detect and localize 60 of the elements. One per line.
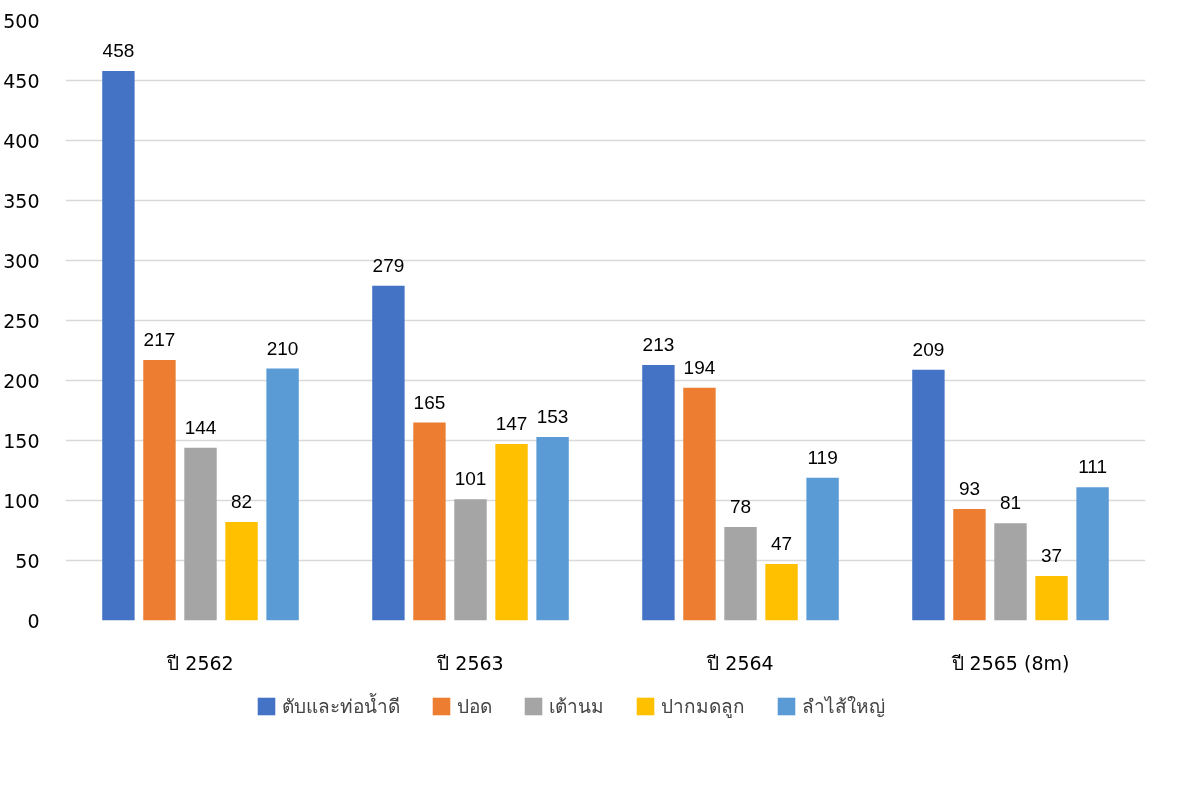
y-tick-label: 250 — [3, 309, 40, 332]
data-label: 147 — [495, 413, 528, 435]
x-tick-label: ปี 2562 — [166, 651, 234, 674]
bar — [1076, 487, 1109, 621]
legend-label: ตับและท่อน้ำดี — [282, 692, 400, 719]
bar — [372, 285, 405, 621]
data-label: 37 — [1040, 545, 1063, 567]
data-label: 213 — [642, 333, 675, 355]
bar — [953, 508, 986, 621]
data-label: 209 — [912, 338, 945, 360]
y-tick-label: 450 — [3, 69, 40, 92]
data-label: 93 — [958, 477, 981, 499]
data-label: 153 — [536, 405, 569, 427]
y-tick-label: 150 — [3, 429, 40, 452]
data-label: 210 — [266, 337, 299, 359]
data-label: 47 — [770, 533, 793, 555]
data-label: 144 — [184, 416, 217, 438]
x-tick-label: ปี 2565 (8m) — [950, 651, 1070, 674]
bar — [683, 387, 716, 621]
y-tick-label: 300 — [3, 249, 40, 272]
bar — [994, 523, 1027, 621]
data-label: 82 — [230, 491, 253, 513]
bar — [454, 499, 487, 621]
y-tick-label: 400 — [3, 129, 40, 152]
y-tick-label: 0 — [27, 609, 40, 632]
bar — [143, 360, 176, 621]
y-tick-label: 200 — [3, 369, 40, 392]
bar — [912, 369, 945, 621]
bar — [724, 526, 757, 621]
bar — [536, 436, 569, 621]
data-label: 81 — [999, 492, 1022, 514]
bar — [765, 564, 798, 621]
data-label: 101 — [454, 468, 487, 490]
legend-label: ปอด — [457, 695, 492, 719]
y-tick-label: 350 — [3, 189, 40, 212]
bar — [642, 364, 675, 621]
y-tick-label: 50 — [15, 549, 40, 572]
bar — [102, 70, 135, 621]
legend-label: ปากมดลูก — [661, 695, 745, 720]
x-tick-label: ปี 2564 — [706, 651, 774, 674]
bar — [806, 477, 839, 621]
data-label: 217 — [143, 329, 176, 351]
legend-label: ลำไส้ใหญ่ — [802, 695, 885, 719]
legend-label: เต้านม — [549, 695, 604, 719]
data-label: 78 — [729, 495, 752, 517]
bar — [413, 422, 446, 621]
data-label: 165 — [413, 391, 446, 413]
bar — [266, 368, 299, 621]
y-tick-label: 100 — [3, 489, 40, 512]
data-label: 111 — [1078, 456, 1108, 478]
x-tick-label: ปี 2563 — [436, 651, 504, 674]
data-label: 194 — [683, 356, 716, 378]
data-label: 458 — [102, 39, 135, 61]
bar — [225, 522, 258, 621]
data-label: 119 — [807, 446, 838, 468]
data-label: 279 — [372, 254, 405, 276]
bar — [495, 444, 528, 621]
bar — [1035, 576, 1068, 621]
y-tick-label: 500 — [3, 9, 40, 32]
bar — [184, 447, 217, 621]
